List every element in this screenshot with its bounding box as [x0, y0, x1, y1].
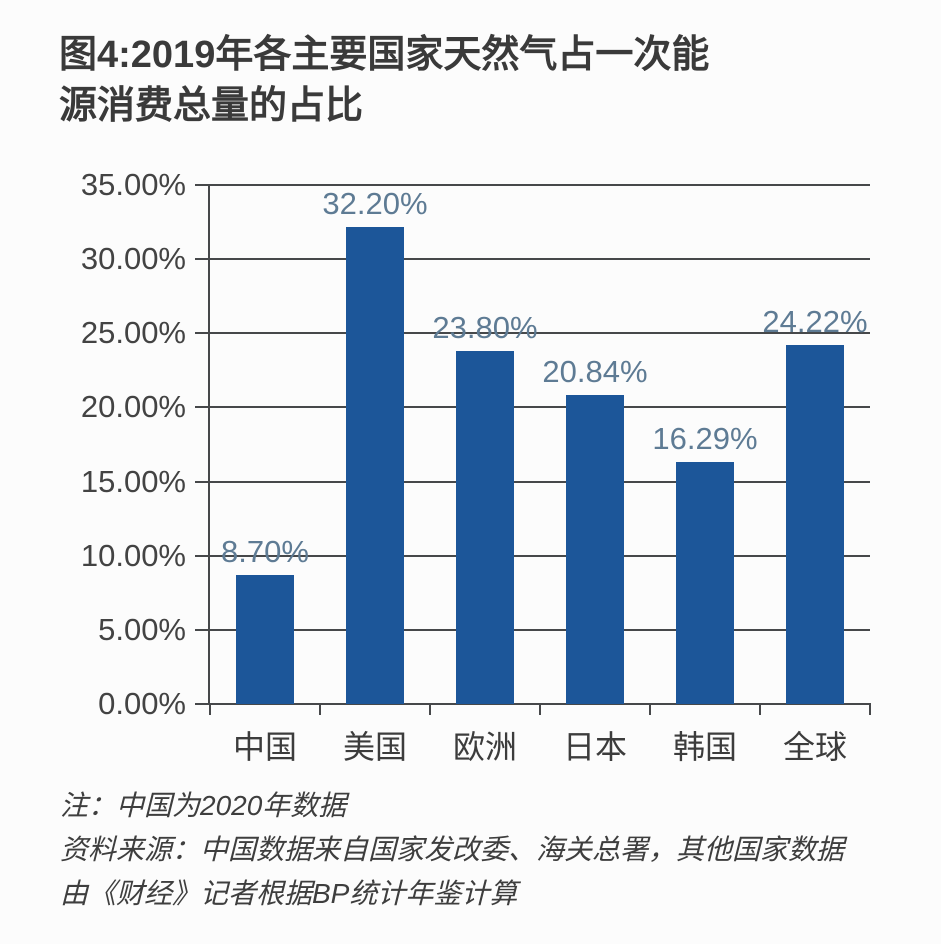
- footnote-source-line1: 资料来源：中国数据来自国家发改委、海关总署，其他国家数据: [60, 834, 845, 865]
- y-axis-tick: [195, 703, 210, 705]
- x-axis-category-label: 日本: [562, 729, 628, 765]
- gridline: [210, 628, 870, 631]
- bar-value-label: 23.80%: [432, 310, 538, 346]
- x-axis-category-label: 美国: [342, 729, 408, 765]
- y-axis-tick-label: 20.00%: [80, 389, 186, 425]
- y-axis-line: [208, 185, 210, 705]
- y-axis-tick: [195, 332, 210, 335]
- x-axis-category-label: 韩国: [672, 729, 738, 765]
- chart-title-line1: 图4:2019年各主要国家天然气占一次能: [59, 34, 710, 76]
- y-axis-tick-label: 25.00%: [80, 315, 186, 351]
- gridline: [210, 184, 870, 186]
- y-axis-tick: [195, 184, 210, 186]
- gridline: [210, 258, 870, 261]
- y-axis-labels: 0.00% 5.00% 10.00% 15.00% 20.00% 25.00% 30.00%…: [0, 167, 190, 721]
- bar-中国: [236, 575, 294, 704]
- footnote-source-line2: 由《财经》记者根据BP统计年鉴计算: [60, 878, 518, 909]
- y-axis-tick: [195, 258, 210, 261]
- gridline: [210, 332, 870, 335]
- bar-value-label: 8.70%: [221, 534, 309, 569]
- footnotes: 注：中国为2020年数据 资料来源：中国数据来自国家发改委、海关总署，其他国家数…: [60, 784, 890, 916]
- y-axis-tick-label: 35.00%: [80, 167, 186, 202]
- x-axis-category-label: 全球: [782, 729, 848, 765]
- bar-value-label: 24.22%: [762, 303, 868, 339]
- bar-日本: [566, 394, 624, 704]
- y-axis-tick: [195, 406, 210, 409]
- bar-欧洲: [456, 351, 514, 704]
- x-axis-category-label: 欧洲: [452, 729, 518, 765]
- bar-全球: [786, 344, 844, 704]
- gridline: [210, 554, 870, 557]
- y-axis-tick-label: 5.00%: [98, 611, 186, 647]
- x-axis-tick: [869, 703, 871, 715]
- y-axis-tick: [195, 554, 210, 557]
- y-axis-tick-label: 30.00%: [80, 241, 186, 277]
- x-axis-tick: [539, 703, 541, 715]
- y-axis-tick-label: 15.00%: [80, 463, 186, 499]
- y-axis-tick-label: 10.00%: [80, 537, 186, 573]
- bar-value-label: 20.84%: [542, 353, 648, 389]
- y-axis-tick: [195, 628, 210, 631]
- gridline: [210, 406, 870, 409]
- x-axis-tick: [209, 703, 211, 715]
- x-axis-tick: [319, 703, 321, 715]
- x-axis-category-label: 中国: [232, 729, 298, 765]
- bar-value-label: 16.29%: [652, 421, 758, 457]
- plot-area: 8.70% 中国 32.20% 美国 23.80% 欧洲 20.84% 日本 16.29% 韩国 2…: [195, 184, 871, 765]
- x-axis-tick: [649, 703, 651, 715]
- footnote-note: 注：中国为2020年数据: [60, 790, 347, 821]
- y-axis-tick: [195, 480, 210, 483]
- bar-value-label: 32.20%: [322, 185, 428, 221]
- y-axis-tick-label: 0.00%: [98, 686, 186, 721]
- chart-title-line2: 源消费总量的占比: [59, 85, 364, 127]
- bar-美国: [346, 226, 404, 704]
- bar-韩国: [676, 462, 734, 704]
- x-axis-tick: [759, 703, 761, 715]
- x-axis-tick: [429, 703, 431, 715]
- chart-title: 图4:2019年各主要国家天然气占一次能 源消费总量的占比: [59, 30, 889, 132]
- gridline: [210, 480, 870, 483]
